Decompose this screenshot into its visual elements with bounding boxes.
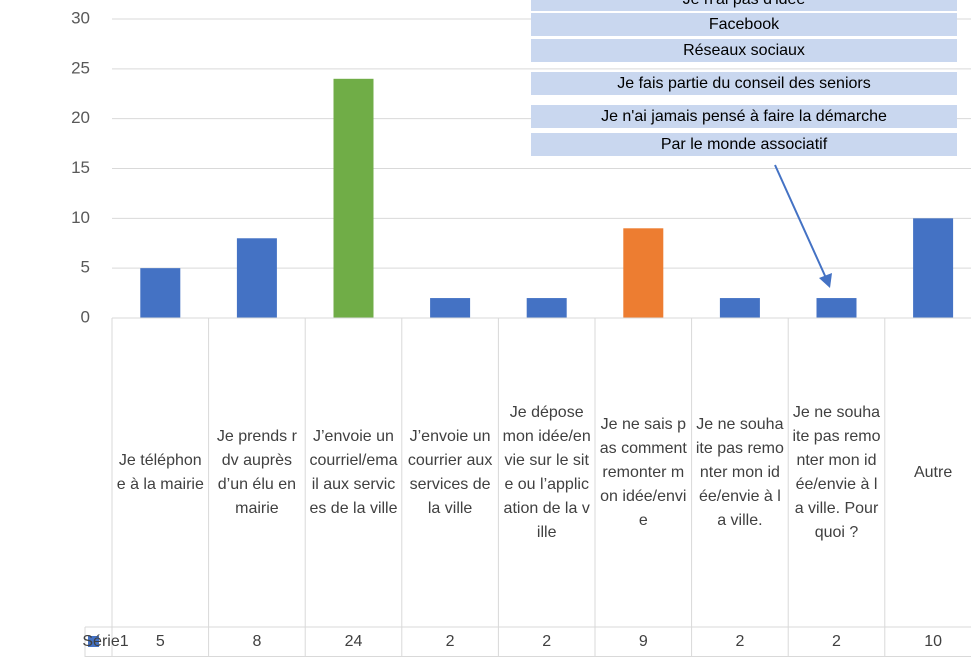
table-value: 2 (445, 633, 455, 650)
x-category-label: J’envoie un courrier aux services de la … (407, 427, 493, 517)
annotation: Je fais partie du conseil des seniors (531, 72, 957, 95)
bar (140, 268, 181, 318)
annotation: Facebook (531, 13, 957, 36)
x-category-label: Je ne souhaite pas remonter mon idée/env… (695, 415, 784, 529)
y-tick-label: 10 (71, 208, 90, 227)
bar (816, 298, 857, 318)
table-value: 5 (155, 633, 165, 650)
y-tick-label: 20 (71, 108, 90, 127)
table-value: 2 (832, 633, 841, 650)
x-category-label: Je téléphone à la mairie (116, 451, 204, 493)
table-value: 10 (924, 633, 942, 650)
x-category-label: Autre (913, 463, 953, 481)
bar (623, 228, 664, 318)
x-category-label: J’envoie un courriel/email aux services … (309, 427, 398, 517)
table-value: 24 (344, 633, 363, 650)
y-tick-label: 0 (81, 307, 90, 326)
x-category-label: Je ne souhaite pas remonter mon idée/env… (792, 403, 881, 541)
y-tick-label: 15 (71, 158, 90, 177)
annotation-arrow (774, 164, 827, 279)
y-tick-label: 5 (81, 258, 90, 277)
x-category-label: Je dépose mon idée/envie sur le site ou … (502, 403, 591, 541)
x-category-label: Je prends rdv auprès d’un élu en mairie (216, 427, 297, 517)
bar (913, 218, 954, 318)
table-value: 2 (542, 633, 552, 650)
bar (719, 298, 760, 318)
bar (333, 78, 374, 318)
legend-label: Série1 (82, 633, 129, 650)
arrow-head (819, 273, 832, 288)
bar (526, 298, 567, 318)
bar (430, 298, 471, 318)
annotation: Par le monde associatif (531, 133, 957, 156)
table-value: 8 (252, 633, 262, 650)
annotation: Réseaux sociaux (531, 39, 957, 62)
table-value: 9 (638, 633, 648, 650)
y-tick-label: 30 (71, 8, 90, 27)
y-tick-label: 25 (71, 58, 90, 77)
annotation: Je n'ai jamais pensé à faire la démarche (531, 105, 957, 128)
annotation: Je n'ai pas d'idée (531, 0, 957, 11)
x-category-label: Je ne sais pas comment remonter mon idée… (599, 415, 687, 529)
table-value: 2 (735, 633, 745, 650)
legend-key (88, 636, 99, 647)
bar (236, 238, 277, 318)
